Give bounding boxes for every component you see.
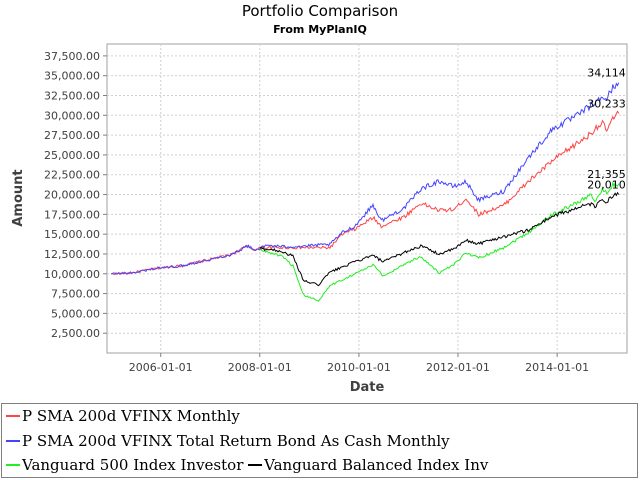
legend-item: Vanguard Balanced Index Inv [248,454,488,476]
legend: P SMA 200d VFINX Monthly P SMA 200d VFIN… [1,403,638,478]
legend-item: P SMA 200d VFINX Monthly [6,405,240,427]
chart-subtitle: From MyPlanIQ [273,23,367,36]
legend-row: P SMA 200d VFINX Monthly [6,405,240,427]
legend-item: Vanguard 500 Index Investor [6,454,243,476]
x-axis-label: Date [350,380,385,395]
y-tick-label: 17,500.00 [44,208,100,221]
y-tick-label: 30,000.00 [44,109,100,122]
legend-label: P SMA 200d VFINX Total Return Bond As Ca… [22,432,450,450]
legend-label: Vanguard Balanced Index Inv [264,456,489,474]
end-value-label: 20,010 [587,178,626,191]
legend-item: P SMA 200d VFINX Total Return Bond As Ca… [6,430,450,452]
y-tick-label: 22,500.00 [44,169,100,182]
y-axis-label: Amount [11,169,26,226]
y-tick-label: 2,500.00 [51,327,100,340]
legend-swatch [6,415,20,417]
end-value-label: 30,233 [587,97,626,110]
x-tick-label: 2010-01-01 [327,361,391,374]
x-tick-label: 2012-01-01 [426,361,490,374]
y-tick-label: 10,000.00 [44,268,100,281]
y-tick-label: 15,000.00 [44,228,100,241]
chart-title: Portfolio Comparison [242,2,398,20]
legend-swatch [6,440,20,442]
series-line [111,110,620,276]
y-tick-label: 27,500.00 [44,129,100,142]
x-tick-label: 2014-01-01 [525,361,589,374]
x-tick-label: 2008-01-01 [228,361,292,374]
y-tick-label: 37,500.00 [44,50,100,63]
legend-swatch [248,464,263,466]
series-group [111,82,620,302]
y-tick-label: 5,000.00 [51,307,100,320]
y-tick-label: 25,000.00 [44,149,100,162]
chart-svg: Portfolio Comparison From MyPlanIQ 2,500… [11,2,628,395]
axes: 2,500.00 5,000.00 7,500.00 10,000.00 12,500.… [44,50,589,374]
legend-label: Vanguard 500 Index Investor [22,456,244,474]
legend-row: P SMA 200d VFINX Total Return Bond As Ca… [6,430,450,452]
series-line [259,191,620,287]
end-value-label: 21,355 [587,168,626,181]
x-tick-label: 2006-01-01 [129,361,193,374]
y-tick-label: 32,500.00 [44,90,100,103]
y-tick-label: 7,500.00 [51,288,100,301]
y-tick-label: 20,000.00 [44,189,100,202]
grid [107,44,627,353]
end-value-label: 34,114 [587,67,626,80]
plot-area [106,43,628,354]
legend-row: Vanguard 500 Index Investor Vanguard Bal… [6,454,488,476]
series-line [111,82,620,275]
y-tick-label: 12,500.00 [44,248,100,261]
legend-label: P SMA 200d VFINX Monthly [22,407,240,425]
legend-swatch [6,464,20,466]
y-tick-label: 35,000.00 [44,70,100,83]
